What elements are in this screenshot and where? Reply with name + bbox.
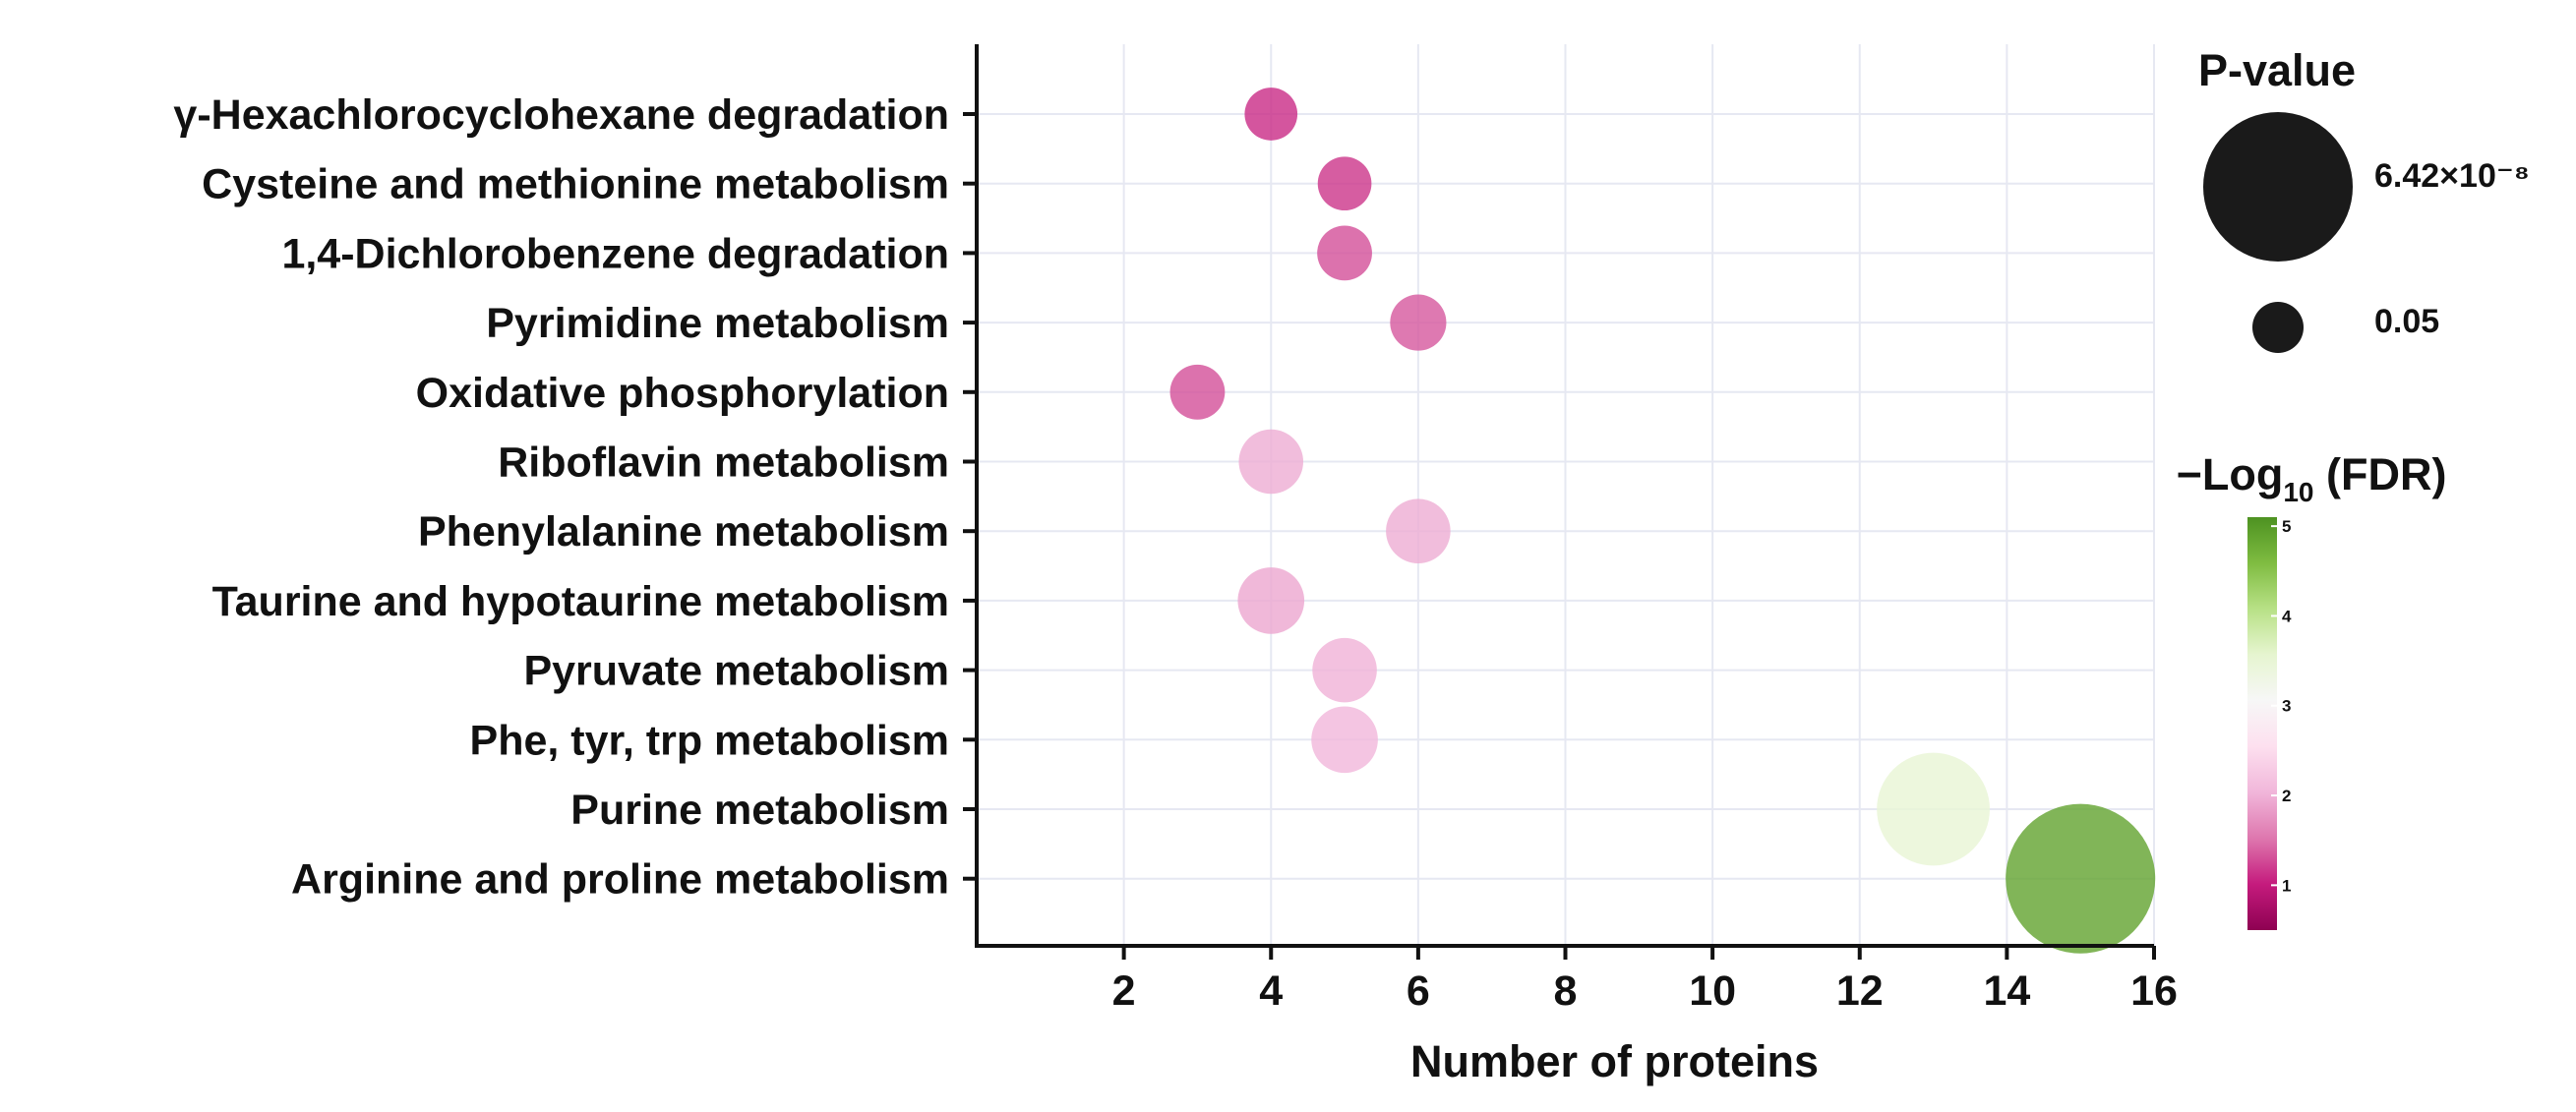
color-legend: −Log10 (FDR) 1 2 3 4 5	[2177, 449, 2447, 930]
colorbar-tick-label: 2	[2282, 787, 2291, 805]
category-label: Riboflavin metabolism	[498, 439, 949, 487]
category-labels: γ-Hexachlorocyclohexane degradation Cyste…	[173, 91, 977, 904]
x-axis-title: Number of proteins	[1410, 1036, 1819, 1086]
bubble	[1244, 88, 1298, 141]
colorbar-ticks: 1 2 3 4 5	[2271, 517, 2292, 895]
category-label: 1,4-Dichlorobenzene degradation	[281, 230, 949, 277]
bubble	[1877, 752, 1990, 866]
grid	[977, 44, 2155, 946]
x-tick-label: 16	[2130, 967, 2178, 1015]
category-label: Phenylalanine metabolism	[418, 508, 949, 556]
colorbar	[2247, 517, 2277, 930]
bubbles	[1169, 88, 2156, 954]
colorbar-tick-label: 1	[2282, 876, 2291, 895]
category-label: Cysteine and methionine metabolism	[202, 161, 949, 208]
bubble	[1238, 429, 1304, 495]
size-legend-large-bubble	[2202, 111, 2354, 263]
bubble	[1317, 156, 1372, 211]
color-legend-title-suffix: (FDR)	[2313, 449, 2446, 499]
size-legend-large-label: 6.42×10⁻⁸	[2374, 157, 2530, 195]
x-tick-label: 2	[1112, 967, 1136, 1015]
x-tick-label: 14	[1983, 967, 2030, 1015]
color-legend-title-prefix: −Log	[2177, 449, 2284, 499]
x-tick-label: 8	[1554, 967, 1578, 1015]
category-label: Phe, tyr, trp metabolism	[470, 717, 949, 764]
bubble	[2006, 803, 2156, 954]
x-tick-label: 4	[1259, 967, 1283, 1015]
bubble	[1169, 364, 1226, 420]
bubble	[1390, 294, 1447, 351]
bubble	[1311, 706, 1378, 774]
category-label: Oxidative phosphorylation	[416, 370, 949, 417]
category-label: Arginine and proline metabolism	[291, 856, 949, 904]
colorbar-tick-label: 3	[2282, 697, 2291, 716]
x-tick-labels: 2 4 6 8 10 12 14 16	[1112, 946, 2178, 1015]
bubble	[1386, 498, 1451, 563]
size-legend-title: P-value	[2198, 45, 2356, 95]
color-legend-title-subscript: 10	[2283, 477, 2313, 507]
bubble	[1312, 637, 1377, 703]
category-label: Purine metabolism	[570, 787, 949, 834]
x-tick-label: 12	[1836, 967, 1884, 1015]
colorbar-tick-label: 5	[2282, 517, 2291, 536]
size-legend-small-bubble	[2251, 301, 2305, 354]
x-tick-label: 6	[1407, 967, 1430, 1015]
category-label: Pyruvate metabolism	[523, 648, 949, 695]
category-label: Pyrimidine metabolism	[486, 300, 949, 347]
bubble	[1237, 567, 1305, 634]
size-legend: P-value 6.42×10⁻⁸ 0.05	[2198, 45, 2530, 354]
x-tick-label: 10	[1689, 967, 1736, 1015]
bubble	[1317, 225, 1372, 281]
color-legend-title: −Log10 (FDR)	[2177, 449, 2447, 507]
category-label: Taurine and hypotaurine metabolism	[212, 578, 949, 625]
size-legend-small-label: 0.05	[2374, 303, 2439, 340]
category-label: γ-Hexachlorocyclohexane degradation	[173, 91, 949, 139]
colorbar-tick-label: 4	[2282, 607, 2292, 625]
